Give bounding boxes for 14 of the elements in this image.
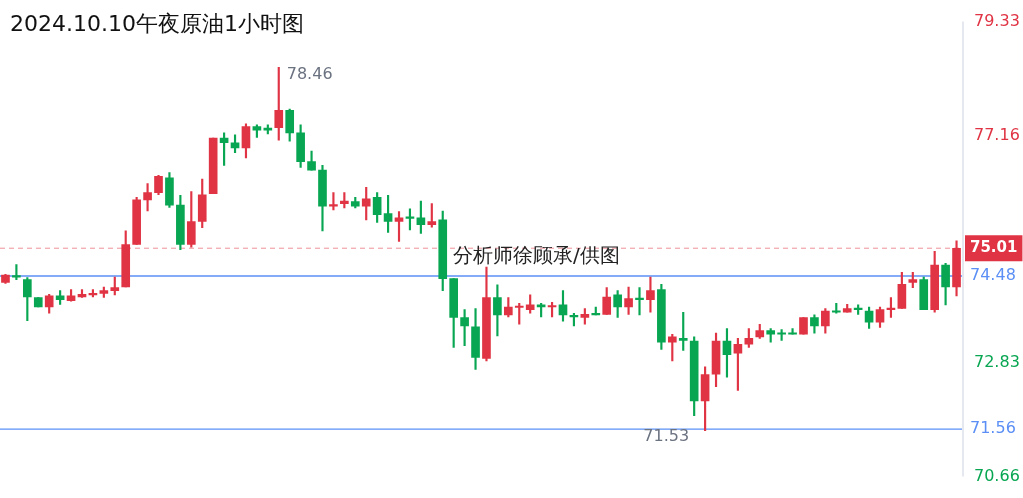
- ref-line-label: 74.48: [970, 265, 1016, 285]
- chart-title: 2024.10.10午夜原油1小时图: [10, 10, 304, 36]
- candlestick: [646, 276, 655, 313]
- ref-line-label: 71.56: [970, 418, 1016, 438]
- annotation: 78.46: [286, 64, 333, 84]
- candlestick: [635, 287, 644, 316]
- annotation: 分析师徐顾承/供图: [453, 243, 620, 268]
- ref-line-label: 75.01: [970, 238, 1018, 257]
- annotation: 71.53: [643, 425, 690, 445]
- y-tick-label: 79.33: [974, 10, 1020, 30]
- y-tick-label: 70.66: [974, 465, 1020, 485]
- y-tick-label: 77.16: [974, 124, 1020, 144]
- candlestick: [329, 192, 338, 211]
- y-tick-label: 72.83: [974, 351, 1020, 371]
